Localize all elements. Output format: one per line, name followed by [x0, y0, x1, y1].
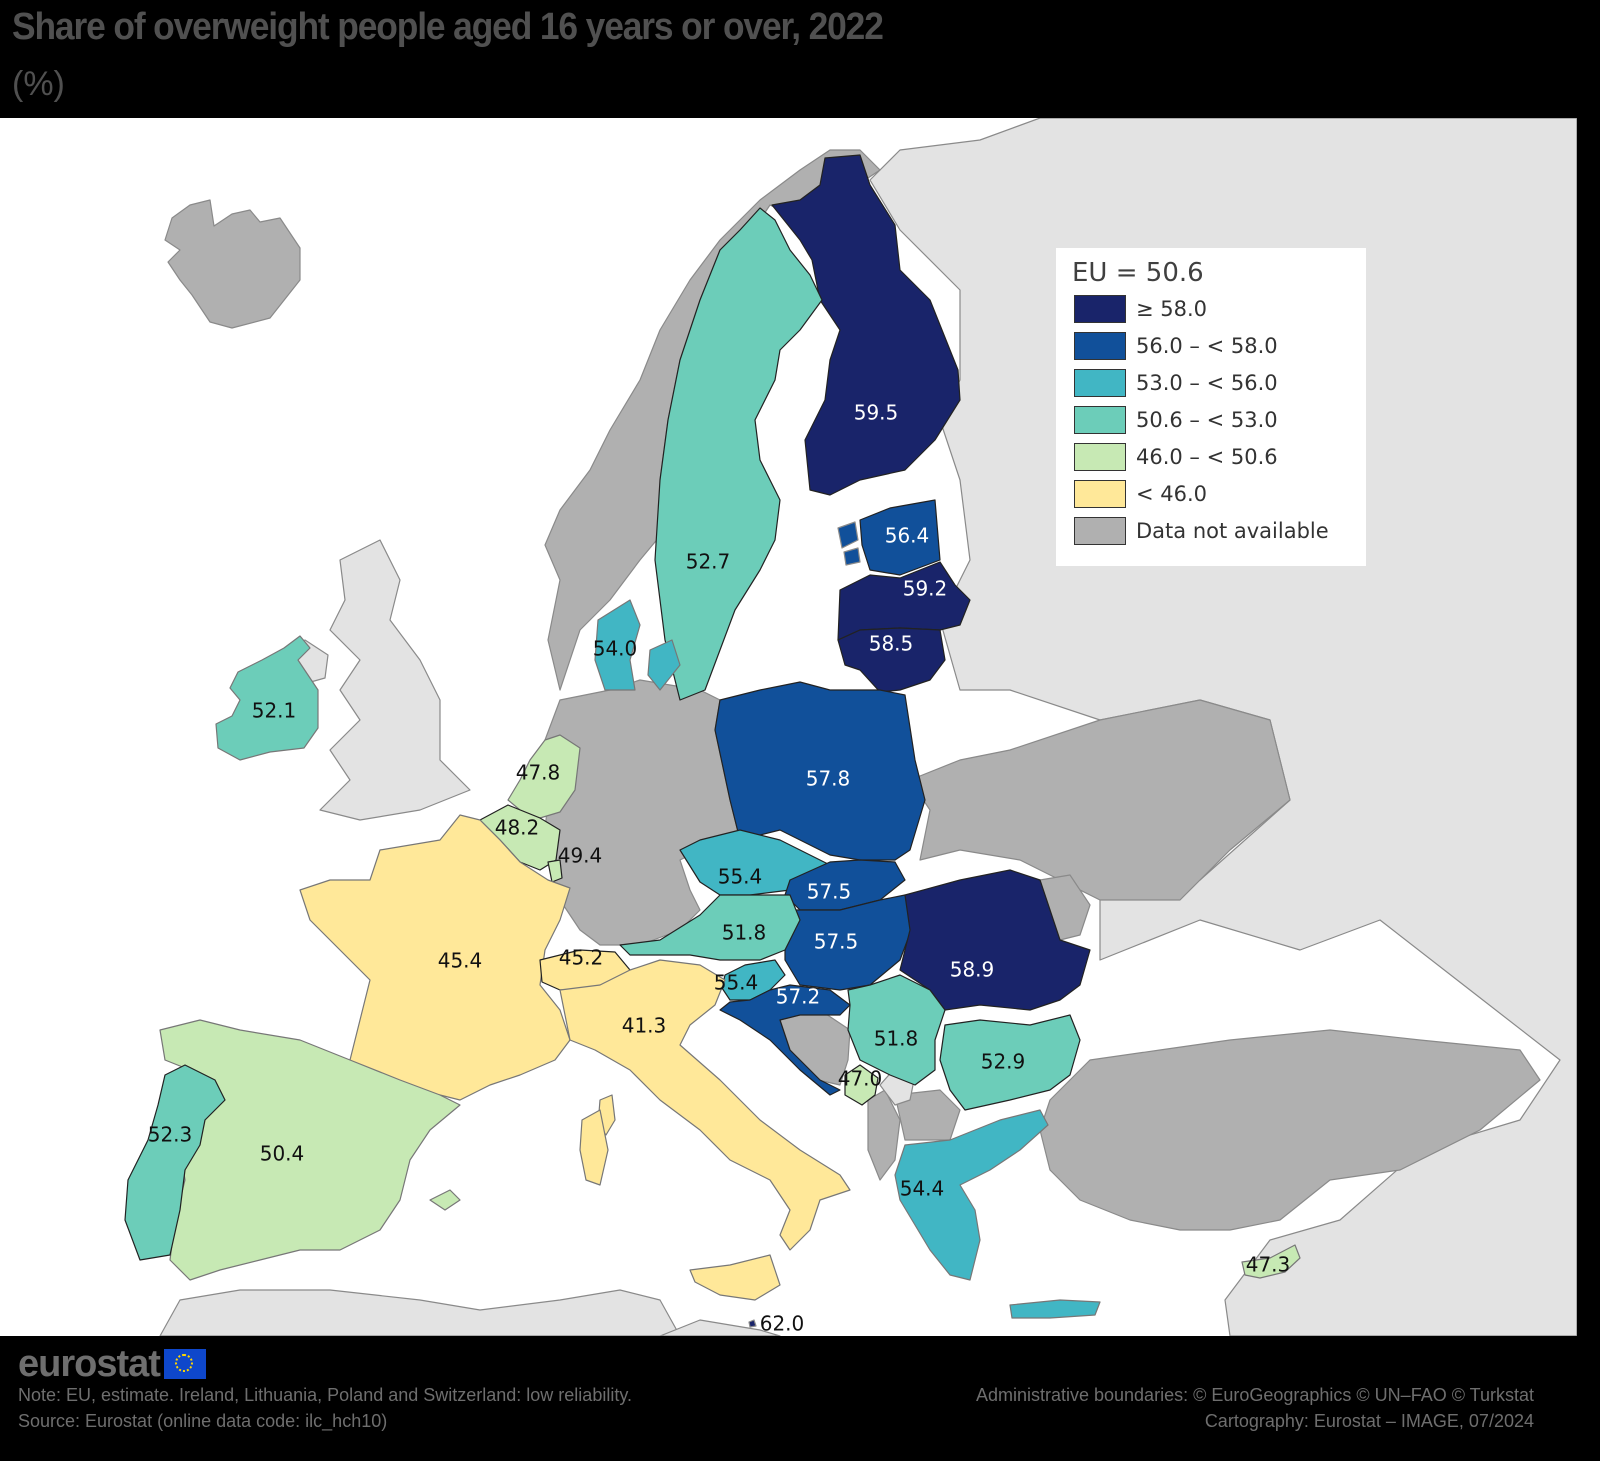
- label-denmark: 54.0: [593, 637, 638, 661]
- legend-item: 53.0 – < 56.0: [1074, 369, 1278, 397]
- country-austria[interactable]: [619, 894, 801, 961]
- footer-credits: Administrative boundaries: © EuroGeograp…: [976, 1382, 1534, 1434]
- europe-map: 59.5 52.7 56.4 59.2 58.5 54.0 52.1 47.8 …: [0, 118, 1577, 1336]
- legend-swatch: [1074, 369, 1126, 397]
- label-latvia: 59.2: [903, 577, 948, 601]
- country-luxembourg[interactable]: [547, 859, 563, 883]
- legend-swatch: [1074, 295, 1126, 323]
- label-belgium: 48.2: [495, 816, 540, 840]
- label-poland: 57.8: [806, 767, 851, 791]
- legend-label: ≥ 58.0: [1136, 297, 1208, 321]
- label-lithuania: 58.5: [869, 632, 914, 656]
- country-estonia[interactable]: [859, 499, 941, 576]
- country-turkey: [1039, 1029, 1541, 1231]
- legend-item: < 46.0: [1074, 480, 1207, 508]
- eurostat-logo: eurostat: [18, 1345, 206, 1383]
- label-austria: 51.8: [722, 921, 767, 945]
- country-italy[interactable]: [559, 959, 851, 1301]
- country-finland[interactable]: [771, 154, 961, 496]
- label-portugal: 52.3: [148, 1123, 193, 1147]
- country-ireland[interactable]: [215, 635, 319, 761]
- country-greece[interactable]: [894, 1109, 1101, 1319]
- country-cyprus[interactable]: [1241, 1244, 1301, 1279]
- map-title: Share of overweight people aged 16 years…: [12, 6, 884, 48]
- legend-label: 50.6 – < 53.0: [1136, 408, 1278, 432]
- label-italy: 41.3: [622, 1014, 667, 1038]
- label-montenegro: 47.0: [838, 1067, 883, 1091]
- label-bulgaria: 52.9: [981, 1050, 1026, 1074]
- legend-label: 46.0 – < 50.6: [1136, 445, 1278, 469]
- legend-swatch: [1074, 443, 1126, 471]
- label-ireland: 52.1: [252, 699, 297, 723]
- legend-item: ≥ 58.0: [1074, 295, 1207, 323]
- value-labels: 59.5 52.7 56.4 59.2 58.5 54.0 52.1 47.8 …: [148, 401, 1291, 1336]
- cartography-credit: Cartography: Eurostat – IMAGE, 07/2024: [1204, 1411, 1534, 1431]
- note-text: Note: EU, estimate. Ireland, Lithuania, …: [18, 1385, 632, 1405]
- non-eu-land-libya: [659, 1319, 781, 1336]
- legend-swatch: [1074, 480, 1126, 508]
- eurostat-wordmark: eurostat: [18, 1343, 161, 1385]
- label-luxembourg: 49.4: [558, 844, 603, 868]
- legend-label: 53.0 – < 56.0: [1136, 371, 1278, 395]
- country-portugal[interactable]: [124, 1064, 226, 1261]
- legend-item: Data not available: [1074, 517, 1329, 545]
- country-romania[interactable]: [899, 869, 1091, 1011]
- country-serbia[interactable]: [847, 974, 946, 1086]
- legend: EU = 50.6 ≥ 58.0 56.0 – < 58.0 53.0 – < …: [1056, 248, 1366, 566]
- label-estonia: 56.4: [885, 524, 930, 548]
- label-sweden: 52.7: [686, 550, 731, 574]
- legend-label: 56.0 – < 58.0: [1136, 334, 1278, 358]
- legend-eu-average: EU = 50.6: [1072, 258, 1204, 288]
- country-france[interactable]: [299, 814, 571, 1101]
- country-north-macedonia: [894, 1089, 961, 1141]
- legend-swatch: [1074, 406, 1126, 434]
- boundaries-credit: Administrative boundaries: © EuroGeograp…: [975, 1385, 1534, 1405]
- legend-label: < 46.0: [1136, 482, 1208, 506]
- label-switzerland: 45.2: [559, 946, 604, 970]
- label-finland: 59.5: [854, 401, 899, 425]
- country-lithuania[interactable]: [837, 627, 946, 693]
- legend-label: Data not available: [1136, 519, 1329, 543]
- label-croatia: 57.2: [776, 985, 821, 1009]
- map-unit: (%): [12, 65, 65, 103]
- label-greece: 54.4: [900, 1177, 945, 1201]
- label-netherlands: 47.8: [516, 761, 561, 785]
- legend-item: 56.0 – < 58.0: [1074, 332, 1278, 360]
- country-montenegro[interactable]: [844, 1064, 879, 1106]
- label-slovakia: 57.5: [807, 880, 852, 904]
- country-netherlands[interactable]: [507, 734, 581, 819]
- non-eu-land-uk: [319, 539, 471, 821]
- country-ukraine: [909, 699, 1291, 901]
- label-france: 45.4: [438, 949, 483, 973]
- eu-flag-icon: [163, 1349, 206, 1379]
- country-denmark[interactable]: [594, 599, 681, 691]
- country-sweden[interactable]: [654, 207, 823, 701]
- legend-item: 46.0 – < 50.6: [1074, 443, 1278, 471]
- label-cyprus: 47.3: [1246, 1253, 1291, 1277]
- country-estonia-islands: [837, 521, 861, 566]
- country-malta[interactable]: [748, 1319, 757, 1328]
- footer-notes: Note: EU, estimate. Ireland, Lithuania, …: [18, 1382, 632, 1434]
- country-iceland: [164, 199, 301, 329]
- label-malta: 62.0: [760, 1312, 805, 1336]
- non-eu-land-north-africa: [159, 1289, 681, 1336]
- country-bulgaria[interactable]: [939, 1014, 1081, 1111]
- label-serbia: 51.8: [874, 1027, 919, 1051]
- label-spain: 50.4: [260, 1142, 305, 1166]
- country-croatia[interactable]: [719, 984, 851, 1096]
- label-slovenia: 55.4: [714, 971, 759, 995]
- label-czechia: 55.4: [718, 865, 763, 889]
- non-eu-land-greenland-strip: [0, 118, 20, 120]
- label-romania: 58.9: [950, 958, 995, 982]
- label-hungary: 57.5: [814, 930, 859, 954]
- source-text: Source: Eurostat (online data code: ilc_…: [18, 1411, 388, 1431]
- legend-swatch: [1074, 332, 1126, 360]
- map-frame: 59.5 52.7 56.4 59.2 58.5 54.0 52.1 47.8 …: [0, 118, 1577, 1336]
- non-eu-land-east: [869, 118, 1577, 1336]
- legend-item: 50.6 – < 53.0: [1074, 406, 1278, 434]
- legend-swatch: [1074, 517, 1126, 545]
